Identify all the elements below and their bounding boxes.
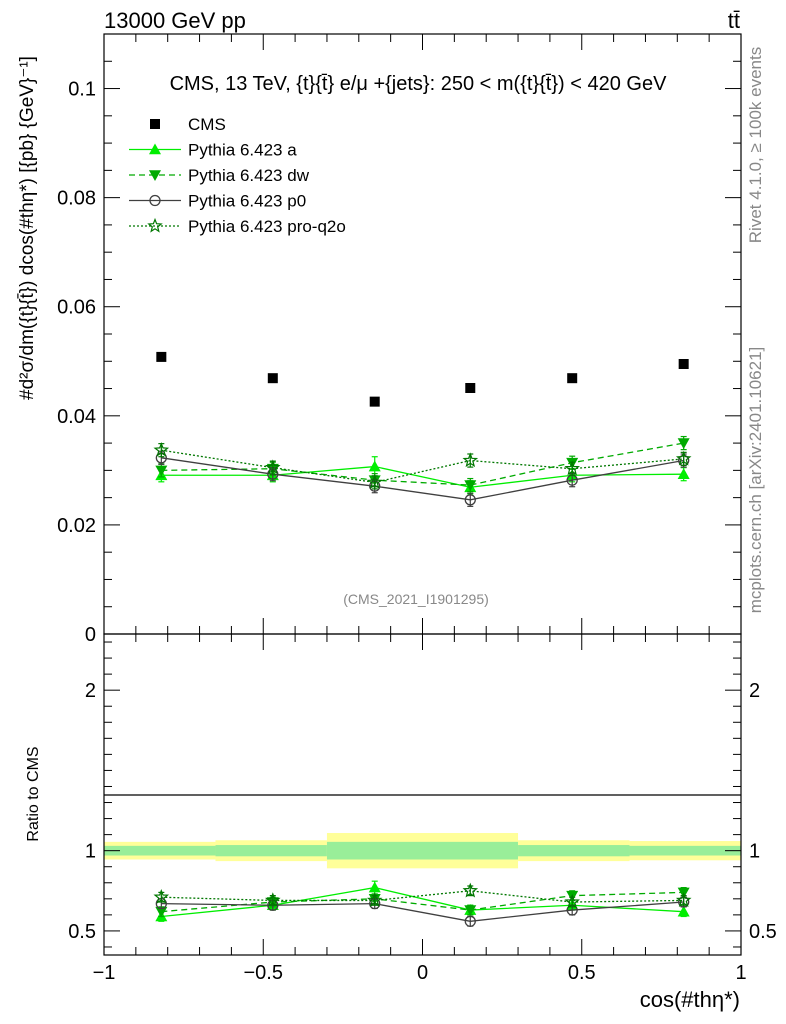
ratio-band-inner: [629, 845, 741, 856]
mc-line-2: [161, 457, 684, 501]
mcplots-label: mcplots.cern.ch [arXiv:2401.10621]: [746, 347, 765, 613]
mc-point: [368, 460, 381, 472]
ratio-point: [366, 892, 383, 908]
y-axis-title: #d²σ/dm({t}{t̄}) dcos(#thη*) [{pb} {GeV}…: [17, 56, 38, 400]
ratio-point: [153, 889, 170, 904]
ratio-line-3: [161, 890, 684, 903]
x-tick-label: 0.5: [568, 962, 596, 984]
ratio-series: [153, 880, 692, 927]
y-tick-label: 0.08: [57, 188, 96, 210]
ratio-point: [464, 915, 476, 927]
ratio-x-ticks: −1 −0.5 0 0.5 1: [93, 634, 747, 984]
ratio-point: [675, 892, 692, 908]
analysis-watermark: (CMS_2021_I1901295): [343, 591, 489, 607]
legend-marker-1: [149, 170, 161, 181]
cms-data-point: [465, 383, 476, 393]
legend: CMS Pythia 6.423 a Pythia 6.423 dw Pythia 6…: [129, 115, 346, 236]
y-tick-label: 0.1: [68, 79, 96, 101]
cms-data-point: [369, 396, 380, 407]
ratio-band-inner: [422, 841, 519, 860]
legend-label-2: Pythia 6.423 p0: [188, 192, 306, 211]
main-y-ticks: 0 0.02 0.04 0.06 0.08 0.1: [57, 60, 741, 646]
ratio-tick-label: 2: [85, 680, 96, 702]
cms-data-point: [567, 373, 578, 384]
cms-data-point: [267, 373, 278, 384]
ratio-point: [677, 905, 690, 917]
x-tick-label: 0: [417, 962, 428, 984]
ratio-tick-label-right: 1: [749, 841, 760, 863]
ratio-band-inner: [518, 845, 630, 857]
ratio-line-2: [161, 901, 684, 922]
cms-data-point: [156, 351, 167, 362]
y-tick-label: 0.04: [57, 406, 96, 428]
process-label: tt̄: [728, 8, 740, 33]
y-tick-label: 0.06: [57, 297, 96, 319]
ratio-tick-label-right: 0.5: [749, 921, 777, 943]
cms-data-point: [678, 359, 689, 369]
main-panel: 0 0.02 0.04 0.06 0.08 0.1 CMS, 13 TeV, {t}{t̄…: [57, 33, 742, 646]
legend-marker-cms: [150, 119, 160, 129]
ratio-point: [464, 905, 477, 917]
legend-label-0: Pythia 6.423 a: [188, 141, 297, 160]
legend-marker-0: [149, 143, 161, 155]
ratio-tick-label-right: 2: [749, 680, 760, 702]
ratio-point: [564, 893, 580, 909]
chart-title: CMS, 13 TeV, {t}{t̄} e/μ +{jets}: 250 < …: [170, 73, 668, 95]
ratio-y-ticks: 0.5 0.5 1 1 2 2: [68, 641, 777, 948]
main-series: [153, 351, 692, 507]
mc-line-3: [161, 449, 684, 484]
mc-point: [677, 438, 690, 450]
ratio-band-inner: [104, 845, 216, 856]
y-tick-label: 0: [85, 624, 96, 646]
ratio-bands: [104, 833, 741, 869]
x-tick-label: −0.5: [244, 962, 283, 984]
ratio-point: [265, 892, 281, 908]
y-tick-label: 0.02: [57, 515, 96, 537]
ratio-tick-label: 0.5: [68, 921, 96, 943]
legend-marker-3: [147, 217, 163, 233]
ratio-axis-title: Ratio to CMS: [25, 746, 42, 841]
mc-line-0: [161, 465, 684, 488]
mc-point: [265, 459, 281, 475]
mc-point: [464, 494, 476, 506]
main-x-ticks: [103, 34, 742, 634]
ratio-band-inner: [326, 841, 423, 860]
mc-point: [677, 468, 690, 479]
mc-point: [153, 442, 170, 457]
mc-point: [366, 474, 383, 489]
ratio-point: [155, 906, 168, 918]
mc-point: [675, 450, 692, 466]
x-tick-label: −1: [93, 962, 116, 984]
mc-point: [464, 480, 477, 492]
mc-point: [564, 460, 580, 476]
legend-label-cms: CMS: [188, 115, 226, 134]
legend-label-3: Pythia 6.423 pro-q2o: [188, 217, 346, 236]
mc-line-1: [161, 442, 684, 486]
ratio-point: [462, 882, 479, 898]
legend-marker-2: [149, 194, 161, 207]
legend-label-1: Pythia 6.423 dw: [188, 166, 310, 185]
ratio-point: [368, 881, 381, 893]
ratio-line-1: [161, 891, 684, 913]
ratio-line-0: [161, 886, 684, 918]
rivet-label: Rivet 4.1.0, ≥ 100k events: [746, 47, 765, 243]
ratio-panel: 0.5 0.51 12 2 −1 −0.5 0 0.5 1: [68, 633, 777, 984]
mc-point: [462, 452, 479, 468]
x-axis-title: cos(#thη*): [640, 987, 740, 1012]
mc-point: [155, 465, 168, 477]
x-tick-label: 1: [735, 962, 746, 984]
ratio-tick-label: 1: [85, 841, 96, 863]
ratio-band-inner: [215, 845, 327, 857]
energy-label: 13000 GeV pp: [104, 8, 246, 33]
